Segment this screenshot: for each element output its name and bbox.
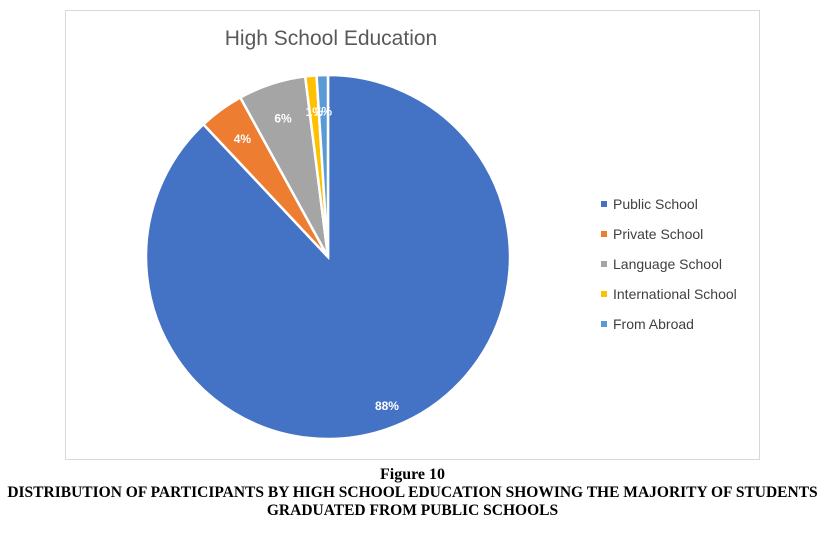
legend: Public School Private School Language Sc… bbox=[601, 189, 737, 339]
data-label-public-school: 88% bbox=[375, 399, 399, 413]
legend-item: Language School bbox=[601, 249, 737, 279]
data-label-from-abroad: 1% bbox=[315, 104, 333, 118]
legend-label: Private School bbox=[613, 226, 704, 242]
legend-swatch bbox=[601, 201, 607, 207]
chart-area: High School Education 88% 4% 6% 1% 1% Public… bbox=[65, 10, 760, 460]
data-label-language-school: 6% bbox=[274, 112, 292, 126]
legend-swatch bbox=[601, 231, 607, 237]
legend-label: From Abroad bbox=[613, 316, 694, 332]
legend-item: From Abroad bbox=[601, 309, 737, 339]
legend-item: International School bbox=[601, 279, 737, 309]
legend-label: Language School bbox=[613, 256, 722, 272]
figure-description: DISTRIBUTION OF PARTICIPANTS BY HIGH SCH… bbox=[7, 484, 818, 519]
legend-swatch bbox=[601, 291, 607, 297]
pie-slice-from-abroad bbox=[315, 73, 330, 258]
figure-label: Figure 10 bbox=[379, 466, 446, 483]
figure-caption: Figure 10 DISTRIBUTION OF PARTICIPANTS B… bbox=[0, 466, 825, 520]
chart-title: High School Education bbox=[224, 27, 438, 50]
legend-item: Private School bbox=[601, 219, 737, 249]
legend-label: Public School bbox=[613, 196, 698, 212]
data-label-private-school: 4% bbox=[234, 132, 252, 146]
pie-chart: 88% 4% 6% 1%1% bbox=[144, 73, 512, 441]
data-label-international-school: 1% bbox=[306, 105, 324, 119]
legend-label: International School bbox=[613, 286, 737, 302]
legend-swatch bbox=[601, 261, 607, 267]
legend-item: Public School bbox=[601, 189, 737, 219]
legend-swatch bbox=[601, 321, 607, 327]
